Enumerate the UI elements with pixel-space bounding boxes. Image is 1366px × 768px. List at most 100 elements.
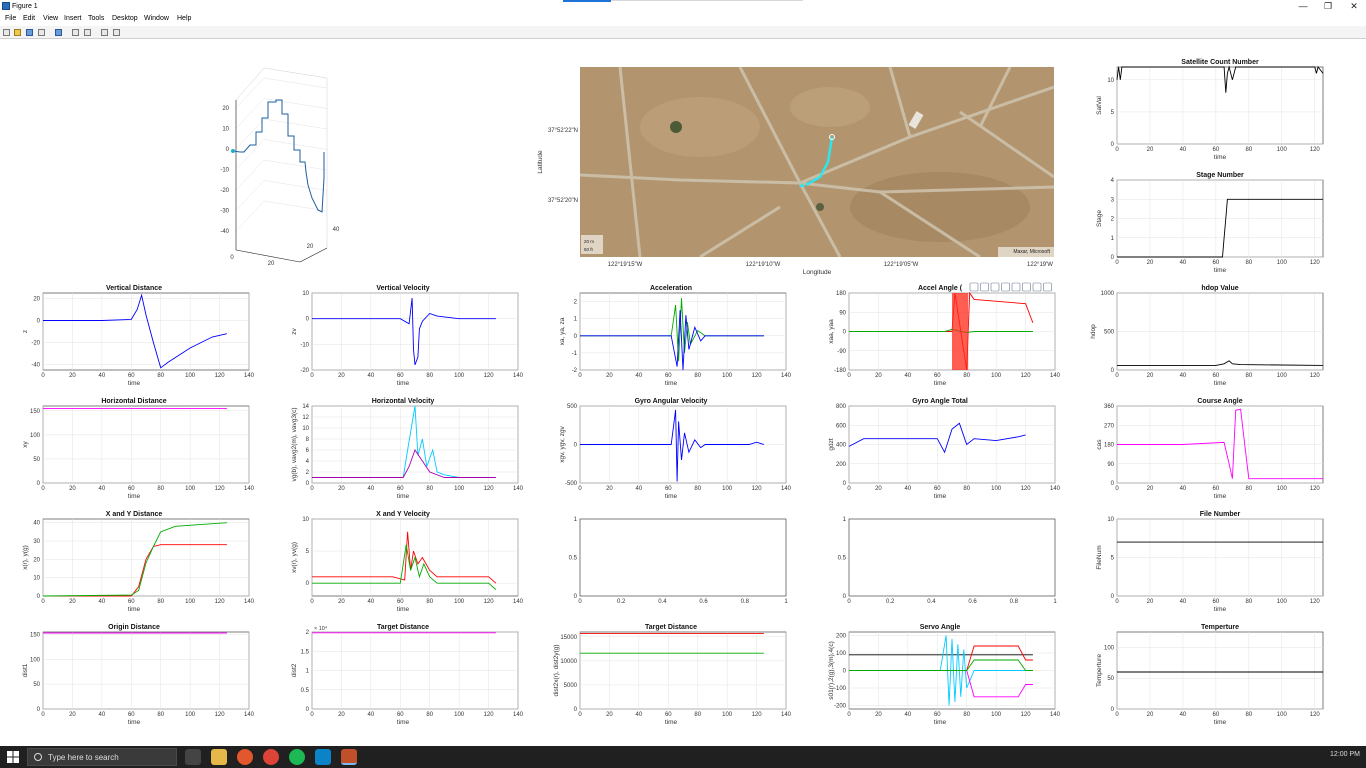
y-tick-label: 20 [33, 297, 40, 303]
y-tick-label: 4 [1111, 178, 1115, 184]
y-tick-label: 5 [1111, 556, 1115, 562]
satellite-map[interactable] [580, 67, 1054, 257]
x-tick-label: 0.8 [741, 599, 750, 605]
minimize-button[interactable]: — [1298, 1, 1308, 11]
x-tick-label: 140 [1050, 712, 1061, 718]
x-tick-label: 120 [1310, 486, 1321, 492]
lon-tick-label: 122°19'15"W [608, 262, 643, 268]
maximize-button[interactable]: ❐ [1323, 1, 1333, 11]
close-button[interactable]: ✕ [1350, 1, 1358, 11]
taskbar-search-box[interactable]: Type here to search [27, 748, 177, 766]
y-tick-label: 400 [836, 443, 847, 449]
spotify-icon[interactable] [289, 749, 305, 765]
property-editor-icon[interactable] [113, 29, 120, 36]
menu-insert[interactable]: Insert [64, 15, 82, 22]
open-file-icon[interactable] [14, 29, 21, 36]
x-tick-label: 80 [157, 373, 164, 379]
x-tick-label: 80 [694, 486, 701, 492]
data-series [312, 531, 497, 584]
x-axis-label: time [665, 719, 678, 726]
y-tick-label: 200 [836, 634, 847, 640]
x-tick-label: 40 [99, 599, 106, 605]
chart-title: Stage Number [1196, 172, 1244, 179]
x-axis-label: time [397, 719, 410, 726]
x-tick-label: 60 [934, 712, 941, 718]
x-tick-label: 20 [338, 373, 345, 379]
x-tick-label: 20 [875, 712, 882, 718]
x-axis-label: time [128, 606, 141, 613]
menu-file[interactable]: File [5, 15, 17, 22]
export-icon [990, 282, 1000, 292]
x-tick-label: 100 [1277, 373, 1288, 379]
y-tick-label: 1 [574, 517, 578, 523]
x-tick-label: 100 [1277, 599, 1288, 605]
lat-tick-label: 37°52'22"N [548, 128, 578, 134]
menu-view[interactable]: View [43, 15, 59, 22]
firefox-icon[interactable] [237, 749, 253, 765]
x-tick-label: 100 [185, 486, 196, 492]
y-tick-label: 12 [302, 415, 309, 421]
map-y-label: Latitude [537, 150, 544, 174]
x-tick-label: 120 [1310, 599, 1321, 605]
plot-area [42, 405, 250, 484]
zoom-out-icon [1032, 282, 1042, 292]
menu-edit[interactable]: Edit [23, 15, 36, 22]
y-tick-label: 6 [306, 448, 310, 454]
plot-area [311, 292, 519, 371]
x-tick-label: 80 [694, 712, 701, 718]
plot-area [579, 631, 787, 710]
lon-tick-label: 122°19'05"W [884, 262, 919, 268]
x-tick-label: 140 [1050, 486, 1061, 492]
edit-plot-icon[interactable] [101, 29, 108, 36]
brush-icon [969, 282, 979, 292]
chart-servo: 0 20 40 60 80 100 120 140 200 100 0 -100 -200 Servo A… [828, 624, 1061, 726]
chart-xyvel: 0 20 40 60 80 100 120 140 10 5 0 X and Y Velocity ti… [291, 511, 524, 613]
data-series [42, 522, 227, 597]
y-tick-label: 10000 [560, 659, 577, 665]
y-tick-label: 15000 [560, 635, 577, 641]
menu-desktop[interactable]: Desktop [112, 15, 138, 22]
print-icon[interactable] [38, 29, 45, 36]
x-tick-label: 120 [752, 373, 763, 379]
x-tick-label: 140 [244, 373, 255, 379]
arduino-icon[interactable] [315, 749, 331, 765]
chart-title: Temperture [1201, 624, 1239, 631]
y-tick-label: 0 [1111, 255, 1115, 261]
save-icon[interactable] [26, 29, 33, 36]
matlab-icon[interactable] [341, 749, 357, 765]
y-axis-label: Temperture [1096, 654, 1103, 687]
x-tick-label: 100 [454, 712, 465, 718]
insert-colorbar-icon[interactable] [72, 29, 79, 36]
x-tick-label: 80 [1245, 712, 1252, 718]
x-tick-label: 40 [99, 712, 106, 718]
map-scale-m: 20 m [584, 239, 594, 244]
x-tick-label: 120 [484, 599, 495, 605]
chart-course: 0 20 40 60 80 100 120 360 270 180 90 0 Course Angle t… [1096, 398, 1324, 500]
chart-satcount: 0 20 40 60 80 100 120 10 5 0 Satellite Count Numbe… [1096, 59, 1324, 161]
x-tick-label: 20 [875, 486, 882, 492]
x-tick-label: 20 [69, 373, 76, 379]
task-view-icon[interactable] [185, 749, 201, 765]
grid-line [263, 77, 328, 89]
x-tick-label: 20 [606, 712, 613, 718]
chrome-icon[interactable] [263, 749, 279, 765]
x-tick-label: 60 [397, 373, 404, 379]
new-figure-icon[interactable] [3, 29, 10, 36]
menu-window[interactable]: Window [144, 15, 169, 22]
file-explorer-icon[interactable] [211, 749, 227, 765]
link-plot-icon[interactable] [55, 29, 62, 36]
x-tick-label: 20 [1147, 373, 1154, 379]
menu-tools[interactable]: Tools [88, 15, 105, 22]
x-tick-label: 100 [185, 712, 196, 718]
insert-legend-icon[interactable] [84, 29, 91, 36]
windows-start-icon[interactable] [4, 748, 22, 766]
y-axis-label: xy [22, 441, 29, 448]
z-tick-label: 10 [222, 127, 229, 133]
x-tick-label: 1 [1053, 599, 1057, 605]
menu-help[interactable]: Help [177, 15, 192, 22]
x-axis [235, 249, 301, 263]
x-tick-label: 60 [1213, 486, 1220, 492]
x-axis-label: time [934, 380, 947, 387]
x-tick-label: 80 [157, 486, 164, 492]
